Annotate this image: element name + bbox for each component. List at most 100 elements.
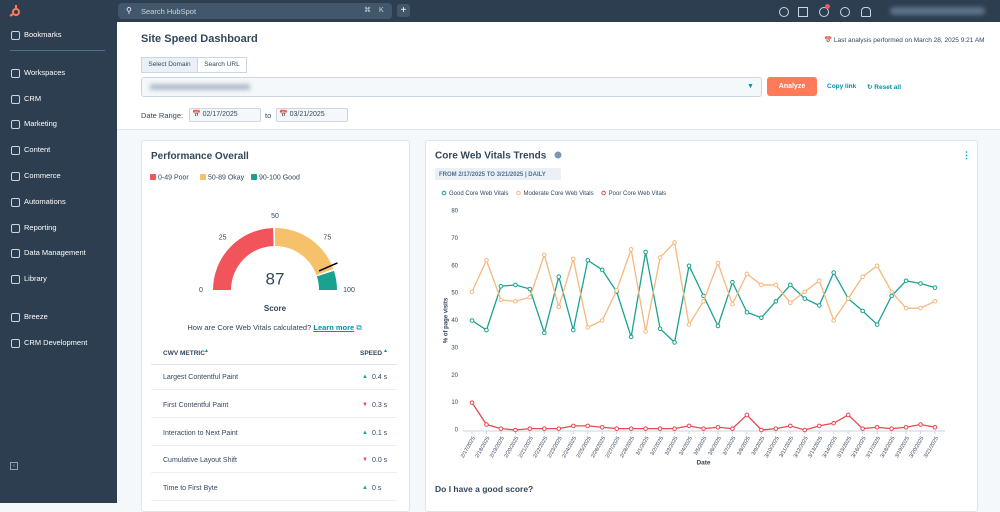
gauge-chart: 0-49 Poor 50-89 Okay 90-100 Good 0 25 50 75 100… [150, 174, 355, 313]
trend-arrow: ▼ [362, 401, 368, 408]
data-point [918, 281, 923, 286]
data-point [527, 294, 533, 300]
nav-item[interactable]: Commerce [24, 171, 61, 180]
data-point [585, 257, 591, 263]
nav-icon [11, 197, 20, 207]
score-label: Score [264, 304, 287, 313]
data-point [932, 299, 938, 304]
nav-icon [11, 68, 20, 78]
nav-icon [11, 31, 20, 40]
account-menu[interactable] [890, 7, 985, 15]
call-icon[interactable] [779, 7, 789, 17]
legend-swatch [251, 174, 257, 180]
question-text: How are Core Web Vitals calculated? [187, 323, 312, 332]
data-point [918, 422, 923, 427]
nav-icon [11, 313, 20, 322]
legend-swatch [150, 174, 156, 180]
data-point [889, 289, 894, 295]
data-point [759, 282, 764, 288]
nav-item[interactable]: Workspaces [24, 67, 66, 77]
notification-icon[interactable] [819, 7, 829, 17]
reset-all[interactable]: ↻ Reset all [867, 84, 902, 91]
data-point [759, 427, 764, 433]
nav-item[interactable]: Marketing [24, 119, 57, 129]
tab[interactable]: Search URL [197, 57, 247, 73]
logo[interactable] [8, 4, 22, 18]
data-point [657, 426, 663, 431]
last-analysis: 📅 Last analysis performed on March 28, 2… [824, 37, 985, 44]
date-to-text: 03/21/2025 [289, 111, 325, 118]
gauge-band [275, 228, 334, 276]
bell-icon[interactable] [861, 7, 871, 17]
divider [151, 364, 397, 365]
nav-item[interactable]: Library [24, 274, 47, 284]
data-point [773, 299, 779, 304]
y-tick-label: 20 [451, 373, 458, 379]
data-point [874, 424, 880, 430]
data-point [759, 315, 764, 321]
data-point [672, 340, 677, 345]
nav-item[interactable]: Breeze [24, 312, 48, 321]
nav-icon [11, 223, 20, 233]
search-box[interactable]: ⚲ Search HubSpot ⌘ K [118, 3, 392, 19]
row-divider [151, 389, 397, 390]
trend-arrow: ▲ [362, 374, 368, 380]
date-to[interactable]: 📅 03/21/2025 [276, 108, 348, 122]
data-point [498, 297, 504, 303]
top-bar: ⚲ Search HubSpot ⌘ K + [0, 0, 1000, 22]
more-menu[interactable]: ⋮ [962, 150, 971, 160]
x-tick-label: 3/2/2025 [650, 436, 666, 457]
nav-item[interactable]: Reporting [24, 222, 57, 232]
data-point [773, 282, 779, 288]
search-placeholder: Search HubSpot [141, 7, 197, 16]
speed: 0.0 s [372, 457, 388, 465]
copy-link[interactable]: Copy link [827, 83, 857, 90]
date-from[interactable]: 📅 02/17/2025 [189, 108, 261, 122]
add-button[interactable]: + [397, 4, 410, 17]
x-axis-label: Date [696, 460, 710, 467]
nav-item[interactable]: Bookmarks [24, 30, 62, 39]
legend-label: Poor Core Web Vitals [609, 191, 666, 197]
tab[interactable]: Select Domain [141, 57, 198, 73]
row-divider [151, 500, 397, 502]
data-point [860, 274, 865, 279]
learn-more[interactable]: Learn more [313, 323, 355, 332]
card-title: Performance Overall [151, 151, 249, 162]
data-point [744, 412, 750, 418]
data-point [556, 426, 562, 431]
row-divider [151, 416, 397, 418]
nav-item[interactable]: CRM Development [24, 337, 88, 347]
trends-chart: Core Web Vitals Trends FROM 2/17/2025 TO … [435, 151, 945, 467]
data-point [730, 279, 735, 285]
gauge-tick-label: 50 [271, 213, 279, 220]
y-tick-label: 60 [451, 263, 458, 269]
analyze-button[interactable]: Analyze [767, 77, 817, 96]
data-point [599, 318, 605, 323]
y-tick-label: 30 [451, 345, 458, 351]
data-point [715, 323, 721, 329]
nav-item[interactable]: Content [24, 145, 51, 155]
data-point [831, 270, 837, 275]
data-point [484, 327, 489, 333]
domain-dropdown[interactable]: ▼ [141, 77, 762, 97]
gauge-tick-label: 0 [199, 287, 203, 294]
data-point [643, 329, 648, 334]
speed: 0 s [372, 485, 382, 493]
settings-icon[interactable] [840, 7, 850, 17]
date-range-label: Date Range: [141, 111, 184, 120]
collapse-button[interactable]: ‹ [10, 462, 18, 470]
data-point [932, 285, 938, 290]
external-icon: ⧉ [356, 323, 362, 332]
nav-item[interactable]: Automations [24, 196, 66, 206]
info-icon [554, 151, 562, 159]
nav-item[interactable]: CRM [24, 93, 42, 103]
performance-card: Performance Overall [141, 140, 410, 512]
y-tick-label: 80 [451, 209, 458, 215]
metric-name: Largest Contentful Paint [163, 374, 239, 381]
nav-item[interactable]: Data Management [24, 248, 86, 258]
marketplace-icon[interactable] [798, 7, 808, 17]
chart-subtitle: FROM 2/17/2025 TO 3/21/2025 | DAILY [439, 172, 546, 178]
data-point [730, 301, 735, 307]
data-point [831, 420, 837, 426]
data-point [715, 424, 721, 430]
